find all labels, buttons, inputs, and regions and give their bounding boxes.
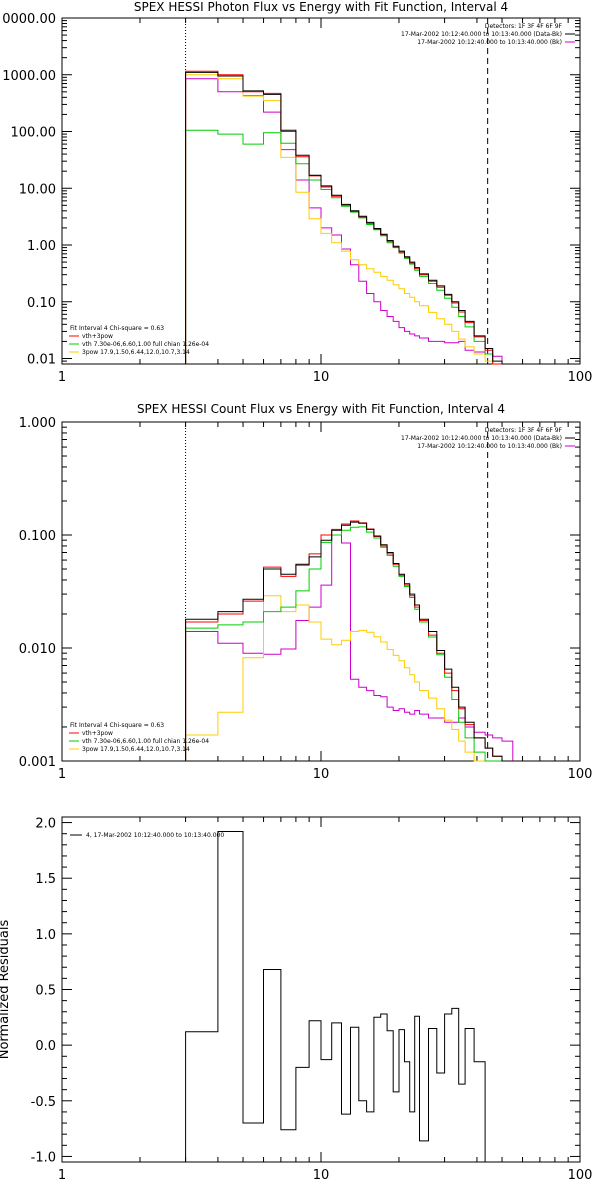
- panel-1-plot-frame: [61, 17, 581, 365]
- panel-3-x-tick-label: 100: [568, 1168, 593, 1183]
- panel-2-y-tick-label: 0.010: [19, 642, 56, 657]
- panel-3-x-tick-label: 1: [58, 1168, 66, 1183]
- panel-1-series-3pow: [185, 74, 502, 365]
- panel-2-title: SPEX HESSI Count Flux vs Energy with Fit…: [137, 402, 505, 416]
- panel-1-y-tick-label: 1.00: [27, 239, 56, 254]
- panel-2-series-3pow: [185, 595, 513, 762]
- panel-2-y-tick-label: 0.001: [19, 755, 56, 770]
- panel-3-plot-frame: [61, 816, 581, 1163]
- panel-1-x-tick-label: 1: [58, 370, 66, 385]
- panel-3-y-tick-label: 0.5: [35, 984, 56, 999]
- panel-3-y-tick-label: -1.0: [31, 1150, 56, 1165]
- panel-2-x-tick-label: 10: [313, 767, 330, 782]
- panel-1-info-line: Detectors: 1F 3F 4F 6F 9F: [485, 23, 563, 30]
- panel-2-series-vth: [185, 526, 513, 762]
- panel-1-title: SPEX HESSI Photon Flux vs Energy with Fi…: [134, 0, 508, 14]
- panel-3-y-axis-label: Normalized Residuals: [0, 920, 12, 1060]
- panel-2-legend-line: vth+3pow: [82, 730, 113, 737]
- panel-2-x-tick-label: 100: [568, 767, 593, 782]
- panel-2-info-line: 17-Mar-2002 10:12:40.000 to 10:13:40.000…: [417, 443, 562, 450]
- panel-1-y-tick-label: 100.00: [11, 126, 57, 141]
- panel-1-x-tick-label: 100: [568, 370, 593, 385]
- panel-1-y-tick-label: 0.10: [27, 296, 56, 311]
- panel-3-y-tick-label: 0.0: [35, 1039, 56, 1054]
- panel-3-y-tick-label: 2.0: [35, 817, 56, 832]
- panel-2-series-vth-3pow: [185, 520, 513, 762]
- panel-3-y-tick-label: 1.0: [35, 928, 56, 943]
- panel-1-y-tick-label: 1000.00: [2, 69, 56, 84]
- panel-2-y-tick-label: 1.000: [19, 416, 56, 431]
- panel-1-legend-line: Fit Interval 4 Chi-square = 0.63: [70, 325, 164, 332]
- panel-1-series-vth-3pow: [185, 70, 502, 365]
- panel-1-info-line: 17-Mar-2002 10:12:40.000 to 10:13:40.000…: [417, 39, 562, 46]
- panel-1-y-tick-label: 0.01: [27, 353, 56, 368]
- panel-1-x-tick-label: 10: [313, 370, 330, 385]
- panel-2-series-data-bk: [185, 521, 513, 762]
- panel-1-legend-line: vth 7.30e-06,6.60,1.00 full chian 1.26e-…: [82, 341, 209, 348]
- panel-1-series-bk: [185, 78, 503, 364]
- panel-3-x-tick-label: 10: [313, 1168, 330, 1183]
- panel-2-legend-line: 3pow 17.9,1.50,6.44,12.0,10.7,3.14: [82, 746, 190, 753]
- panel-1-y-tick-label: 10.00: [19, 182, 56, 197]
- panel-2-legend-line: Fit Interval 4 Chi-square = 0.63: [70, 722, 164, 729]
- panel-2-info-line: 17-Mar-2002 10:12:40.000 to 10:13:40.000…: [401, 435, 562, 442]
- panel-2-y-tick-label: 0.100: [19, 529, 56, 544]
- panel-2-series-bk: [185, 534, 514, 761]
- panel-1-legend-line: 3pow 17.9,1.50,6.44,12.0,10.7,3.14: [82, 349, 190, 356]
- panel-3-y-tick-label: 1.5: [35, 872, 56, 887]
- panel-1-series-vth: [185, 129, 502, 365]
- panel-1-legend-line: vth+3pow: [82, 333, 113, 340]
- panel-2-legend-line: vth 7.30e-06,6.60,1.00 full chian 1.26e-…: [82, 738, 209, 745]
- panel-1-y-tick-label: 0000.00: [2, 12, 56, 27]
- panel-3-series-4-17-mar-2002-10-12-40-000-to-10-13-40-000: [185, 831, 493, 1163]
- panel-3-y-tick-label: -0.5: [31, 1095, 56, 1110]
- panel-2-info-line: Detectors: 1F 3F 4F 6F 9F: [485, 427, 563, 434]
- panel-1-series-data-bk: [185, 71, 503, 364]
- panel-2-x-tick-label: 1: [58, 767, 66, 782]
- panel-3-legend-line: 4, 17-Mar-2002 10:12:40.000 to 10:13:40.…: [86, 832, 224, 839]
- panel-1-info-line: 17-Mar-2002 10:12:40.000 to 10:13:40.000…: [401, 31, 562, 38]
